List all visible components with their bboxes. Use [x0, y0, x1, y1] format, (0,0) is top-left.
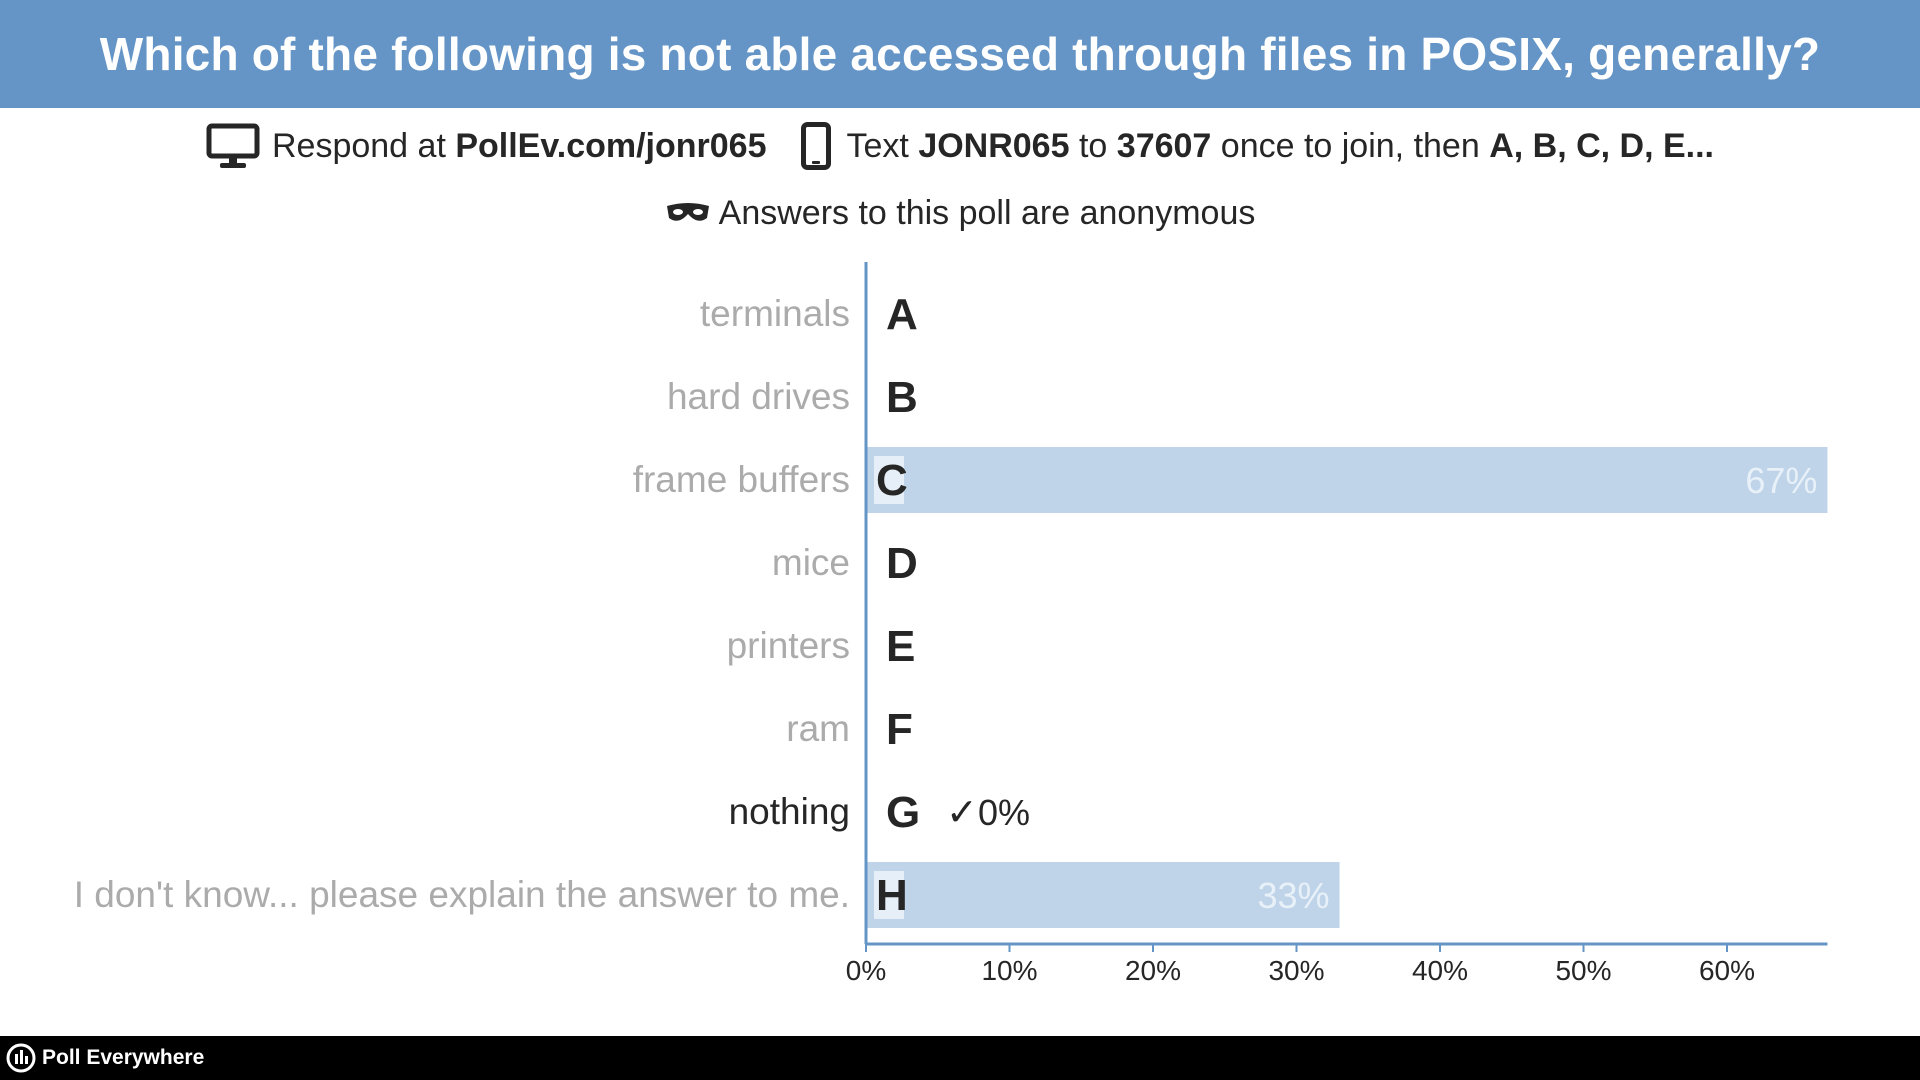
text-prefix: Text	[846, 126, 909, 165]
sms-instruction: Text JONR065 to 37607 once to join, then…	[767, 122, 1715, 170]
x-tick-label-4: 40%	[1412, 955, 1468, 986]
bar-c	[866, 447, 1828, 513]
x-tick-label-2: 20%	[1125, 955, 1181, 986]
category-label-h: I don't know... please explain the answe…	[74, 874, 850, 915]
respond-prefix: Respond at	[271, 126, 446, 165]
option-letter-c: C	[876, 456, 908, 505]
value-label-h: 33%	[1257, 875, 1329, 916]
x-tick-label-6: 60%	[1699, 955, 1755, 986]
question-title: Which of the following is not able acces…	[99, 28, 1821, 80]
letter-chip-h	[874, 871, 904, 919]
option-letter-f: F	[886, 705, 913, 754]
poll-url[interactable]: PollEv.com/jonr065	[455, 126, 767, 165]
x-tick-label-0: 0%	[846, 955, 886, 986]
web-instruction: Respond at PollEv.com/jonr065	[206, 123, 767, 169]
category-label-d: mice	[772, 542, 850, 583]
footer-bar: Poll Everywhere	[0, 1036, 1920, 1080]
option-letter-e: E	[886, 622, 915, 671]
option-letter-g: G	[886, 788, 920, 837]
bar-h	[866, 862, 1340, 928]
category-label-e: printers	[727, 625, 850, 666]
option-letter-h: H	[876, 871, 908, 920]
category-label-c: frame buffers	[633, 459, 850, 500]
option-letters: A, B, C, D, E...	[1489, 126, 1715, 165]
join-text: once to join, then	[1220, 126, 1480, 165]
value-label-c: 67%	[1745, 460, 1817, 501]
poll-code: JONR065	[918, 126, 1070, 165]
footer-brand: Poll Everywhere	[42, 1046, 205, 1069]
poll-everywhere-logo-icon	[6, 1043, 36, 1073]
anonymous-text: Answers to this poll are anonymous	[718, 193, 1256, 232]
x-tick-label-3: 30%	[1268, 955, 1324, 986]
mask-icon	[666, 203, 709, 221]
anonymous-notice: Answers to this poll are anonymous	[0, 185, 1920, 241]
option-letter-d: D	[886, 539, 918, 588]
sms-number: 37607	[1116, 126, 1212, 165]
to-word: to	[1078, 126, 1108, 165]
phone-icon	[800, 122, 831, 170]
category-label-a: terminals	[700, 293, 850, 334]
correct-check-icon: ✓	[946, 790, 978, 834]
question-header: Which of the following is not able acces…	[0, 0, 1920, 108]
option-letter-a: A	[886, 290, 918, 339]
letter-chip-c	[874, 456, 904, 504]
category-label-f: ram	[786, 708, 850, 749]
x-tick-label-5: 50%	[1555, 955, 1611, 986]
response-instructions: Respond at PollEv.com/jonr065 Text JONR0…	[0, 116, 1920, 176]
monitor-icon	[206, 123, 260, 168]
option-letter-b: B	[886, 373, 918, 422]
correct-value-label: 0%	[978, 792, 1030, 833]
x-tick-label-1: 10%	[981, 955, 1037, 986]
category-label-g: nothing	[729, 791, 850, 832]
category-label-b: hard drives	[667, 376, 850, 417]
